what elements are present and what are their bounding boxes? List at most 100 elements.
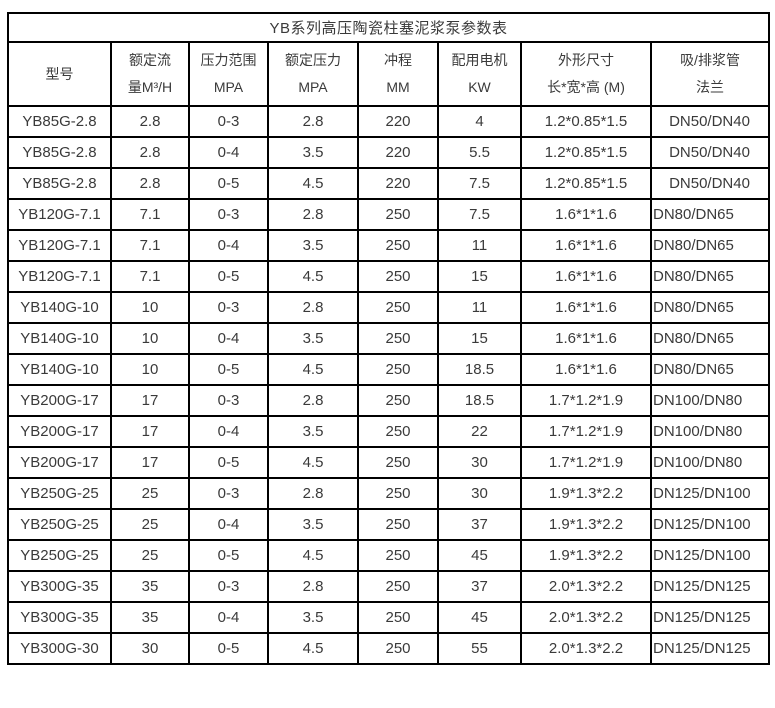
table-cell: 2.0*1.3*2.2 (520, 570, 652, 603)
column-header-line1: 型号 (45, 65, 74, 82)
column-header-line2: 长*宽*高 (M) (547, 79, 625, 95)
table-cell: 0-5 (188, 446, 269, 479)
table-cell: 1.9*1.3*2.2 (520, 477, 652, 510)
table-cell: 250 (357, 229, 439, 262)
table-cell: 1.2*0.85*1.5 (520, 136, 652, 169)
column-header-line2: MPA (213, 79, 244, 95)
table-cell: 30 (437, 446, 522, 479)
table-cell: 18.5 (437, 353, 522, 386)
table-cell: DN125/DN100 (649, 508, 771, 541)
table-body: YB85G-2.8 2.8 0-3 2.8 220 4 1.2*0.85*1.5 DN50/D… (7, 105, 771, 665)
table-cell: DN50/DN40 (649, 167, 771, 200)
table-row: YB250G-25 25 0-3 2.8 250 30 1.9*1.3*2.2 DN125/D… (7, 477, 771, 510)
column-header: 额定流 量M³/H (110, 41, 190, 107)
table-cell: 1.6*1*1.6 (520, 198, 652, 231)
table-cell: DN80/DN65 (649, 229, 771, 262)
table-cell: 7.1 (110, 229, 190, 262)
table-cell: 1.9*1.3*2.2 (520, 539, 652, 572)
table-cell: 11 (437, 229, 522, 262)
table-cell: 3.5 (267, 601, 359, 634)
table-cell: 0-5 (188, 167, 269, 200)
table-cell: 220 (357, 136, 439, 169)
table-cell: 1.7*1.2*1.9 (520, 446, 652, 479)
table-cell: 0-5 (188, 260, 269, 293)
table-cell: YB120G-7.1 (7, 229, 112, 262)
column-header: 型号 (7, 41, 112, 107)
table-cell: 5.5 (437, 136, 522, 169)
table-cell: 4.5 (267, 446, 359, 479)
table-cell: 7.5 (437, 198, 522, 231)
table-row: YB85G-2.8 2.8 0-3 2.8 220 4 1.2*0.85*1.5 DN50/D… (7, 105, 771, 138)
table-cell: 3.5 (267, 229, 359, 262)
table-cell: 1.2*0.85*1.5 (520, 167, 652, 200)
table-cell: 250 (357, 508, 439, 541)
column-header-line1: 冲程 (384, 52, 412, 68)
table-cell: 30 (437, 477, 522, 510)
column-header: 额定压力 MPA (267, 41, 359, 107)
table-cell: 37 (437, 570, 522, 603)
column-header-line2: 法兰 (696, 79, 724, 95)
column-header-line1: 额定压力 (285, 52, 341, 68)
table-cell: YB250G-25 (7, 508, 112, 541)
table-cell: 0-5 (188, 632, 269, 665)
column-header: 外形尺寸长*宽*高 (M) (520, 41, 652, 107)
table-cell: YB200G-17 (7, 415, 112, 448)
column-header: 冲程 MM (357, 41, 439, 107)
table-cell: 2.8 (267, 570, 359, 603)
table-cell: 2.8 (267, 198, 359, 231)
table-cell: 1.9*1.3*2.2 (520, 508, 652, 541)
table-row: YB200G-17 17 0-3 2.8 250 18.5 1.7*1.2*1.9 DN100… (7, 384, 771, 417)
pump-parameter-table: YB系列高压陶瓷柱塞泥浆泵参数表 型号 额定流 量M³/H 压力范围 MPA 额定压力 MP… (6, 12, 771, 665)
table-cell: YB200G-17 (7, 384, 112, 417)
table-cell: 3.5 (267, 136, 359, 169)
table-row: YB85G-2.8 2.8 0-5 4.5 220 7.5 1.2*0.85*1.5 DN50… (7, 167, 771, 200)
table-cell: YB140G-10 (7, 291, 112, 324)
table-row: YB140G-10 10 0-3 2.8 250 11 1.6*1*1.6 DN80/DN65 (7, 291, 771, 324)
header-row: 型号 额定流 量M³/H 压力范围 MPA 额定压力 MPA 冲程 MM 配用电机 KW 外形尺寸 长*… (7, 41, 771, 107)
table-cell: 250 (357, 477, 439, 510)
table-cell: 2.8 (267, 477, 359, 510)
table-title: YB系列高压陶瓷柱塞泥浆泵参数表 (6, 12, 771, 43)
table-cell: 250 (357, 322, 439, 355)
table-cell: DN80/DN65 (649, 353, 771, 386)
table-cell: 35 (110, 601, 190, 634)
table-cell: YB250G-25 (7, 477, 112, 510)
table-cell: YB140G-10 (7, 322, 112, 355)
table-cell: 250 (357, 601, 439, 634)
table-row: YB200G-17 17 0-5 4.5 250 30 1.7*1.2*1.9 DN100/D… (7, 446, 771, 479)
column-header-line1: 压力范围 (200, 52, 257, 68)
table-cell: 0-3 (188, 384, 269, 417)
table-cell: 2.8 (110, 105, 190, 138)
table-cell: 2.8 (267, 384, 359, 417)
table-cell: 1.2*0.85*1.5 (520, 105, 652, 138)
table-cell: 1.7*1.2*1.9 (520, 415, 652, 448)
table-cell: 17 (110, 415, 190, 448)
column-header-line2: KW (468, 79, 491, 95)
table-cell: 10 (110, 322, 190, 355)
table-cell: YB200G-17 (7, 446, 112, 479)
column-header-line1: 外形尺寸 (558, 52, 614, 68)
table-cell: 7.1 (110, 198, 190, 231)
table-cell: 0-4 (188, 229, 269, 262)
table-head: YB系列高压陶瓷柱塞泥浆泵参数表 型号 额定流 量M³/H 压力范围 MPA 额定压力 MP… (6, 12, 771, 107)
table-cell: DN125/DN125 (649, 601, 771, 634)
column-header-line2: 量M³/H (127, 79, 173, 95)
table-cell: 2.0*1.3*2.2 (520, 601, 652, 634)
table-cell: DN50/DN40 (649, 105, 771, 138)
table-cell: DN100/DN80 (649, 384, 771, 417)
table-cell: DN80/DN65 (649, 322, 771, 355)
table-cell: 0-4 (188, 415, 269, 448)
table-cell: 0-4 (188, 136, 269, 169)
table-row: YB140G-10 10 0-4 3.5 250 15 1.6*1*1.6 DN80/DN65 (7, 322, 771, 355)
table-cell: 4.5 (267, 539, 359, 572)
table-cell: DN80/DN65 (649, 260, 771, 293)
table-cell: 220 (357, 105, 439, 138)
table-cell: 25 (110, 477, 190, 510)
table-cell: 1.6*1*1.6 (520, 322, 652, 355)
table-cell: DN80/DN65 (649, 291, 771, 324)
table-cell: 0-3 (188, 477, 269, 510)
table-row: YB300G-35 35 0-4 3.5 250 45 2.0*1.3*2.2 DN125/D… (7, 601, 771, 634)
table-cell: 10 (110, 291, 190, 324)
table-cell: 2.8 (267, 105, 359, 138)
